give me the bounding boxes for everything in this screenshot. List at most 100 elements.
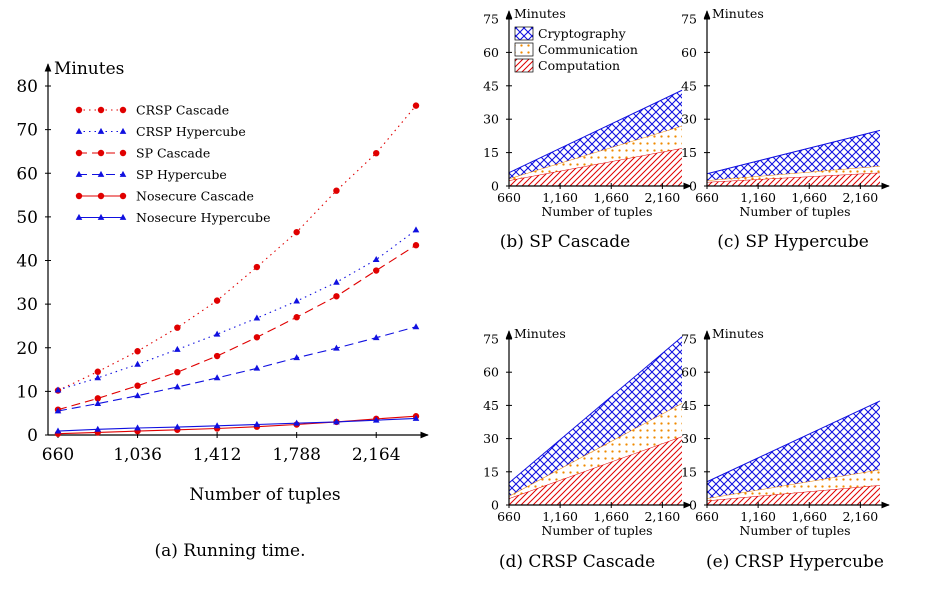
legend-marker [97, 192, 105, 200]
y-tick-label: 75 [483, 332, 499, 347]
legend-label: SP Cascade [136, 146, 210, 161]
data-point [253, 364, 261, 371]
x-tick-label: 1,660 [593, 509, 629, 524]
legend-marker [75, 127, 83, 134]
y-tick-label: 60 [483, 45, 499, 60]
data-point [412, 242, 420, 249]
data-point [94, 395, 101, 402]
data-point [94, 374, 102, 381]
data-point [253, 314, 261, 321]
y-tick-label: 15 [483, 464, 499, 479]
x-tick-label: 660 [497, 509, 521, 524]
data-point [54, 386, 62, 393]
legend-label: Cryptography [538, 26, 627, 41]
y-tick-label: 60 [681, 45, 697, 60]
x-tick-label: 2,164 [352, 445, 401, 465]
area-edge-cryptography [508, 89, 683, 174]
data-point [372, 416, 380, 423]
y-tick-label: 45 [681, 398, 697, 413]
y-tick-label: 75 [681, 332, 697, 347]
y-tick-label: 60 [16, 164, 38, 184]
y-tick-label: 20 [16, 339, 38, 359]
data-point [412, 323, 420, 330]
legend-marker [119, 106, 127, 114]
y-tick-label: 10 [16, 382, 38, 402]
y-tick-label: 0 [27, 426, 38, 446]
x-axis-label: Number of tuples [541, 523, 652, 538]
data-point [213, 422, 221, 429]
series-line-3 [57, 326, 417, 412]
data-point [174, 383, 181, 390]
data-point [134, 424, 141, 431]
x-tick-label: 660 [42, 445, 74, 465]
y-tick-label: 60 [681, 365, 697, 380]
area-edge-communication [508, 402, 683, 497]
legend-marker [97, 170, 105, 177]
x-tick-label: 1,160 [542, 190, 578, 205]
legend-marker [119, 170, 127, 177]
y-tick-label: 75 [681, 12, 697, 27]
x-axis-label: Number of tuples [189, 485, 340, 505]
data-point [372, 334, 380, 341]
legend-label: CRSP Cascade [136, 103, 229, 118]
data-point [174, 423, 181, 430]
legend-swatch [514, 42, 534, 57]
area-cryptography [707, 130, 880, 181]
data-point [333, 293, 340, 300]
caption-e: (e) CRSP Hypercube [706, 552, 884, 572]
legend-swatch [514, 26, 534, 41]
data-point [372, 256, 380, 263]
area-computation [509, 436, 682, 505]
y-tick-label: 60 [483, 365, 499, 380]
y-tick-label: 0 [491, 179, 499, 194]
data-point [134, 382, 141, 389]
legend-marker [119, 213, 127, 220]
data-point [213, 352, 221, 360]
x-tick-label: 1,412 [193, 445, 242, 465]
y-tick-label: 30 [681, 112, 697, 127]
area-edge-communication [508, 125, 683, 180]
area-computation [707, 172, 880, 186]
caption-c: (c) SP Hypercube [717, 232, 869, 252]
legend-label: SP Hypercube [136, 167, 227, 182]
caption-d: (d) CRSP Cascade [499, 552, 655, 572]
series-line-1 [57, 229, 417, 391]
y-tick-label: 45 [483, 398, 499, 413]
x-tick-label: 1,160 [740, 190, 776, 205]
y-axis-label: Minutes [514, 6, 566, 21]
y-tick-label: 0 [689, 498, 697, 513]
y-tick-label: 30 [16, 295, 38, 315]
data-point [213, 374, 221, 381]
legend-marker [119, 149, 127, 157]
data-point [333, 418, 340, 425]
data-point [94, 425, 102, 432]
data-point [293, 297, 300, 304]
series-line-2 [57, 244, 417, 411]
area-communication [707, 469, 880, 501]
y-tick-label: 50 [16, 208, 38, 228]
x-axis-label: Number of tuples [541, 204, 652, 219]
data-point [134, 348, 141, 355]
x-axis-label: Number of tuples [739, 523, 850, 538]
y-tick-label: 75 [483, 12, 499, 27]
legend-label: Communication [538, 42, 638, 57]
y-tick-label: 15 [681, 145, 697, 160]
area-edge-communication [706, 469, 881, 499]
area-edge-cryptography [706, 400, 881, 483]
data-point [134, 360, 141, 367]
legend-marker [75, 106, 83, 114]
y-tick-label: 0 [689, 179, 697, 194]
chart-d: Minutes 0 15 30 45 60 75 660 1,160 1,660 2,160Numb… [483, 326, 692, 572]
x-tick-label: 1,660 [791, 509, 827, 524]
y-tick-label: 15 [681, 464, 697, 479]
chart-c: Minutes 0 15 30 45 60 75 660 1,160 1,660 2,160Numb… [681, 6, 890, 252]
y-tick-label: 30 [681, 431, 697, 446]
data-point [174, 368, 181, 376]
series-line-0 [57, 105, 417, 391]
chart-b: Minutes 0 15 30 45 60 75 660 1,160 1,660 2,160Numb… [483, 6, 692, 252]
data-point [373, 267, 380, 274]
data-point [412, 226, 420, 233]
x-tick-label: 660 [497, 190, 521, 205]
